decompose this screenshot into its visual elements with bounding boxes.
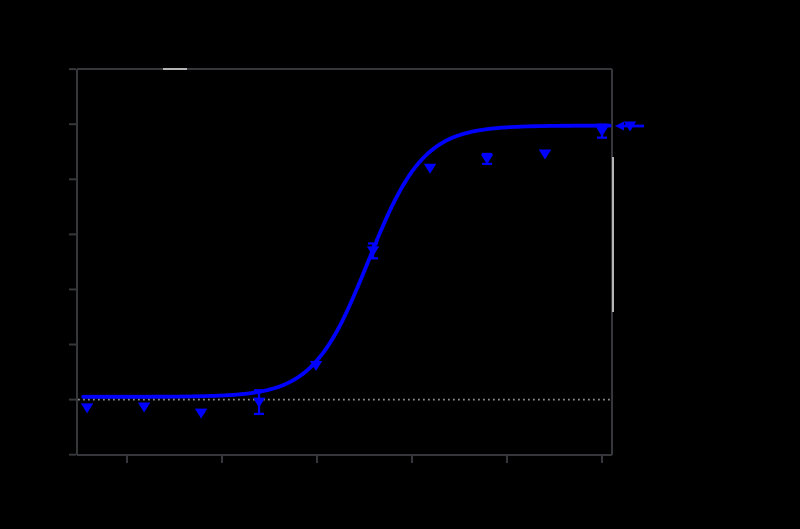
y-tick-label: 100	[39, 117, 64, 132]
data-point-marker	[480, 154, 494, 165]
data-point-marker	[194, 408, 208, 419]
annotation-marker	[623, 121, 637, 132]
y-tick-label: 120	[39, 62, 64, 77]
data-point-marker	[538, 149, 552, 160]
data-point-marker	[423, 163, 437, 174]
data-point-marker	[80, 403, 94, 414]
y-tick-label: 0	[56, 393, 64, 408]
data-point-marker	[252, 397, 266, 408]
y-tick-label: 40	[47, 282, 64, 297]
data-point-marker	[595, 126, 609, 137]
x-tick-label: -6	[596, 473, 609, 488]
fit-curve	[81, 123, 612, 399]
x-axis-label: log10 [agonist concentration] (mol/L)	[195, 494, 494, 513]
y-tick-label: -20	[43, 448, 64, 463]
annotation-arrowhead	[615, 121, 624, 131]
x-tick-label: -10	[211, 473, 232, 488]
x-tick-label: -11	[116, 473, 137, 488]
plateau-annotation-text: maximal response	[652, 119, 781, 135]
y-tick-label: 80	[47, 172, 64, 187]
x-tick-label: -7	[501, 473, 514, 488]
x-tick-label: -8	[406, 473, 419, 488]
chart-title: Concentration-response curve of agonist-…	[72, 12, 618, 32]
data-point-marker	[309, 360, 323, 371]
y-tick-label: 60	[47, 227, 64, 242]
x-tick-label: -9	[311, 473, 324, 488]
y-tick-label: 20	[47, 338, 64, 353]
data-point-marker	[137, 402, 151, 413]
data-point-marker	[366, 246, 380, 257]
